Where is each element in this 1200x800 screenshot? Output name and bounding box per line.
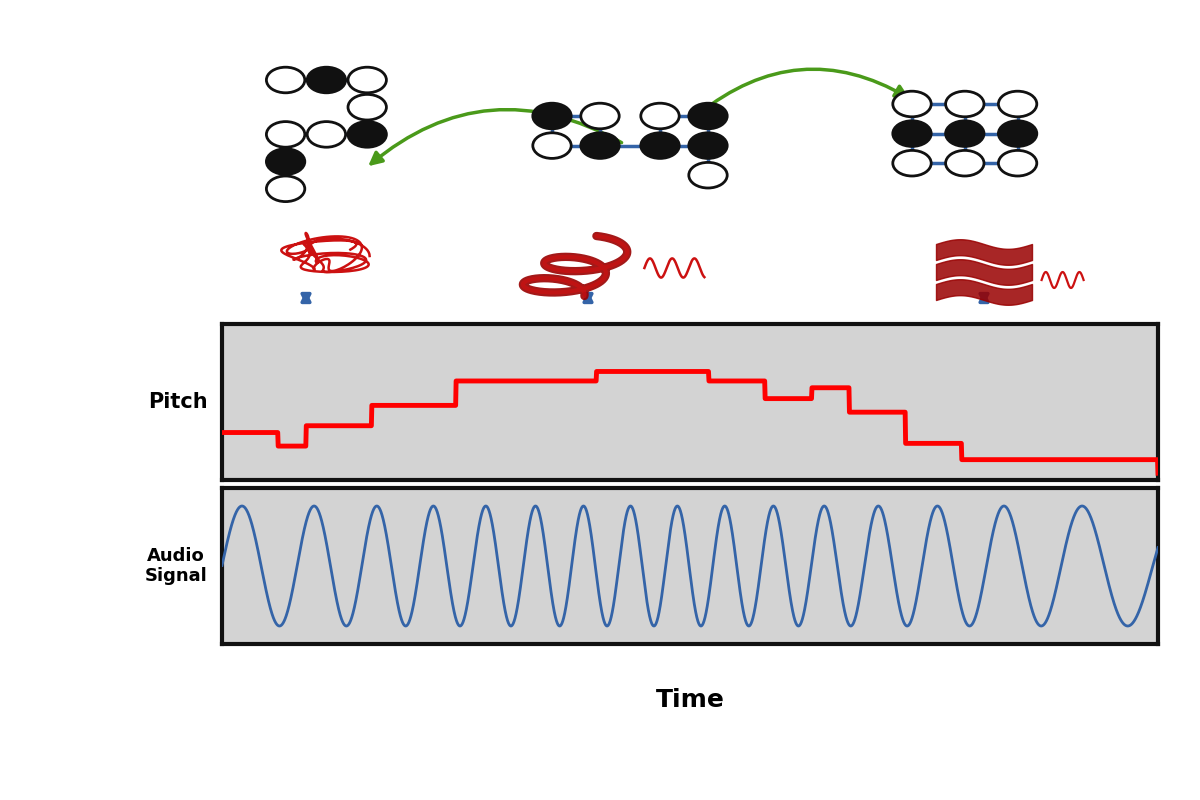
Circle shape: [689, 133, 727, 158]
Circle shape: [998, 91, 1037, 117]
Circle shape: [998, 150, 1037, 176]
Circle shape: [893, 150, 931, 176]
Text: Pitch: Pitch: [148, 392, 208, 412]
Circle shape: [946, 150, 984, 176]
Circle shape: [533, 103, 571, 129]
Circle shape: [307, 67, 346, 93]
Circle shape: [689, 103, 727, 129]
Circle shape: [266, 122, 305, 147]
Circle shape: [581, 103, 619, 129]
Circle shape: [641, 133, 679, 158]
Circle shape: [348, 94, 386, 120]
Circle shape: [946, 91, 984, 117]
Circle shape: [307, 122, 346, 147]
Text: Audio
Signal: Audio Signal: [145, 546, 208, 586]
Circle shape: [266, 176, 305, 202]
Circle shape: [946, 121, 984, 146]
Circle shape: [581, 133, 619, 158]
Circle shape: [641, 103, 679, 129]
Circle shape: [893, 121, 931, 146]
Circle shape: [266, 149, 305, 174]
Circle shape: [266, 67, 305, 93]
Circle shape: [893, 91, 931, 117]
Circle shape: [998, 121, 1037, 146]
Circle shape: [689, 162, 727, 188]
Text: Time: Time: [655, 688, 725, 712]
Circle shape: [348, 122, 386, 147]
Circle shape: [348, 67, 386, 93]
Circle shape: [533, 133, 571, 158]
